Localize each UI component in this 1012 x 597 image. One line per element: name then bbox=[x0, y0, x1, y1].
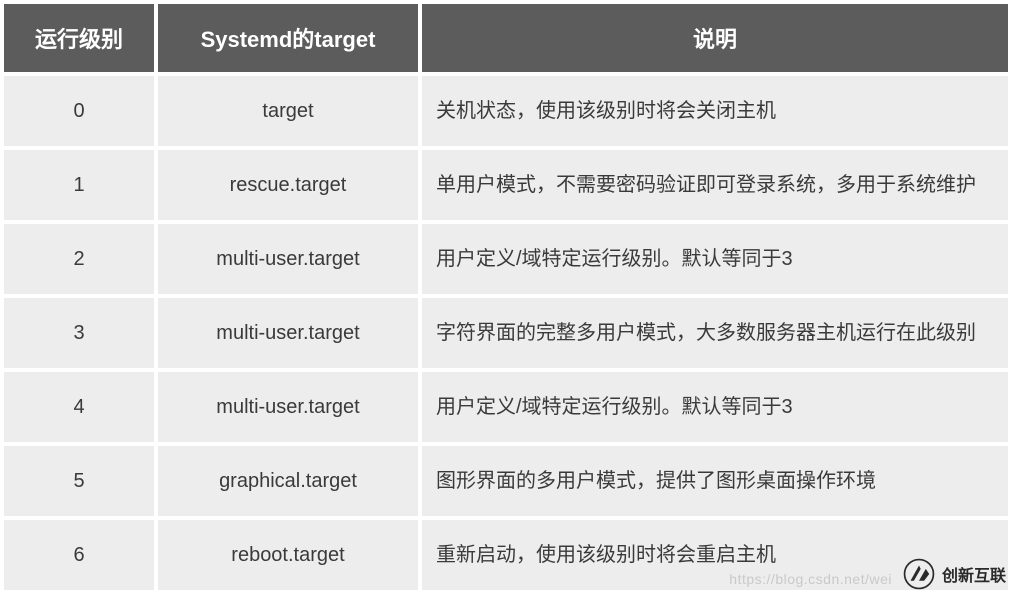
brand-badge: 创新互联 bbox=[902, 557, 1006, 591]
cell-desc: 字符界面的完整多用户模式，大多数服务器主机运行在此级别 bbox=[422, 298, 1008, 368]
table-row: 3 multi-user.target 字符界面的完整多用户模式，大多数服务器主… bbox=[4, 298, 1008, 368]
cell-target: graphical.target bbox=[158, 446, 418, 516]
brand-text: 创新互联 bbox=[942, 562, 1006, 586]
table-row: 0 target 关机状态，使用该级别时将会关闭主机 bbox=[4, 76, 1008, 146]
cell-target: multi-user.target bbox=[158, 224, 418, 294]
cell-desc: 图形界面的多用户模式，提供了图形桌面操作环境 bbox=[422, 446, 1008, 516]
cell-desc: 关机状态，使用该级别时将会关闭主机 bbox=[422, 76, 1008, 146]
cell-desc: 用户定义/域特定运行级别。默认等同于3 bbox=[422, 372, 1008, 442]
table-header: 运行级别 Systemd的target 说明 bbox=[4, 4, 1008, 72]
brand-logo-icon bbox=[902, 557, 936, 591]
cell-target: reboot.target bbox=[158, 520, 418, 590]
cell-level: 1 bbox=[4, 150, 154, 220]
table-row: 4 multi-user.target 用户定义/域特定运行级别。默认等同于3 bbox=[4, 372, 1008, 442]
table-row: 2 multi-user.target 用户定义/域特定运行级别。默认等同于3 bbox=[4, 224, 1008, 294]
table-body: 0 target 关机状态，使用该级别时将会关闭主机 1 rescue.targ… bbox=[4, 76, 1008, 590]
cell-level: 4 bbox=[4, 372, 154, 442]
runlevel-table: 运行级别 Systemd的target 说明 0 target 关机状态，使用该… bbox=[0, 0, 1012, 594]
cell-target: rescue.target bbox=[158, 150, 418, 220]
cell-target: multi-user.target bbox=[158, 298, 418, 368]
cell-level: 2 bbox=[4, 224, 154, 294]
table-row: 1 rescue.target 单用户模式，不需要密码验证即可登录系统，多用于系… bbox=[4, 150, 1008, 220]
col-header-level: 运行级别 bbox=[4, 4, 154, 72]
cell-level: 3 bbox=[4, 298, 154, 368]
cell-level: 5 bbox=[4, 446, 154, 516]
cell-desc: 用户定义/域特定运行级别。默认等同于3 bbox=[422, 224, 1008, 294]
cell-target: target bbox=[158, 76, 418, 146]
cell-level: 0 bbox=[4, 76, 154, 146]
cell-target: multi-user.target bbox=[158, 372, 418, 442]
col-header-target: Systemd的target bbox=[158, 4, 418, 72]
table-row: 6 reboot.target 重新启动，使用该级别时将会重启主机 bbox=[4, 520, 1008, 590]
cell-level: 6 bbox=[4, 520, 154, 590]
col-header-desc: 说明 bbox=[422, 4, 1008, 72]
cell-desc: 单用户模式，不需要密码验证即可登录系统，多用于系统维护 bbox=[422, 150, 1008, 220]
table-row: 5 graphical.target 图形界面的多用户模式，提供了图形桌面操作环… bbox=[4, 446, 1008, 516]
